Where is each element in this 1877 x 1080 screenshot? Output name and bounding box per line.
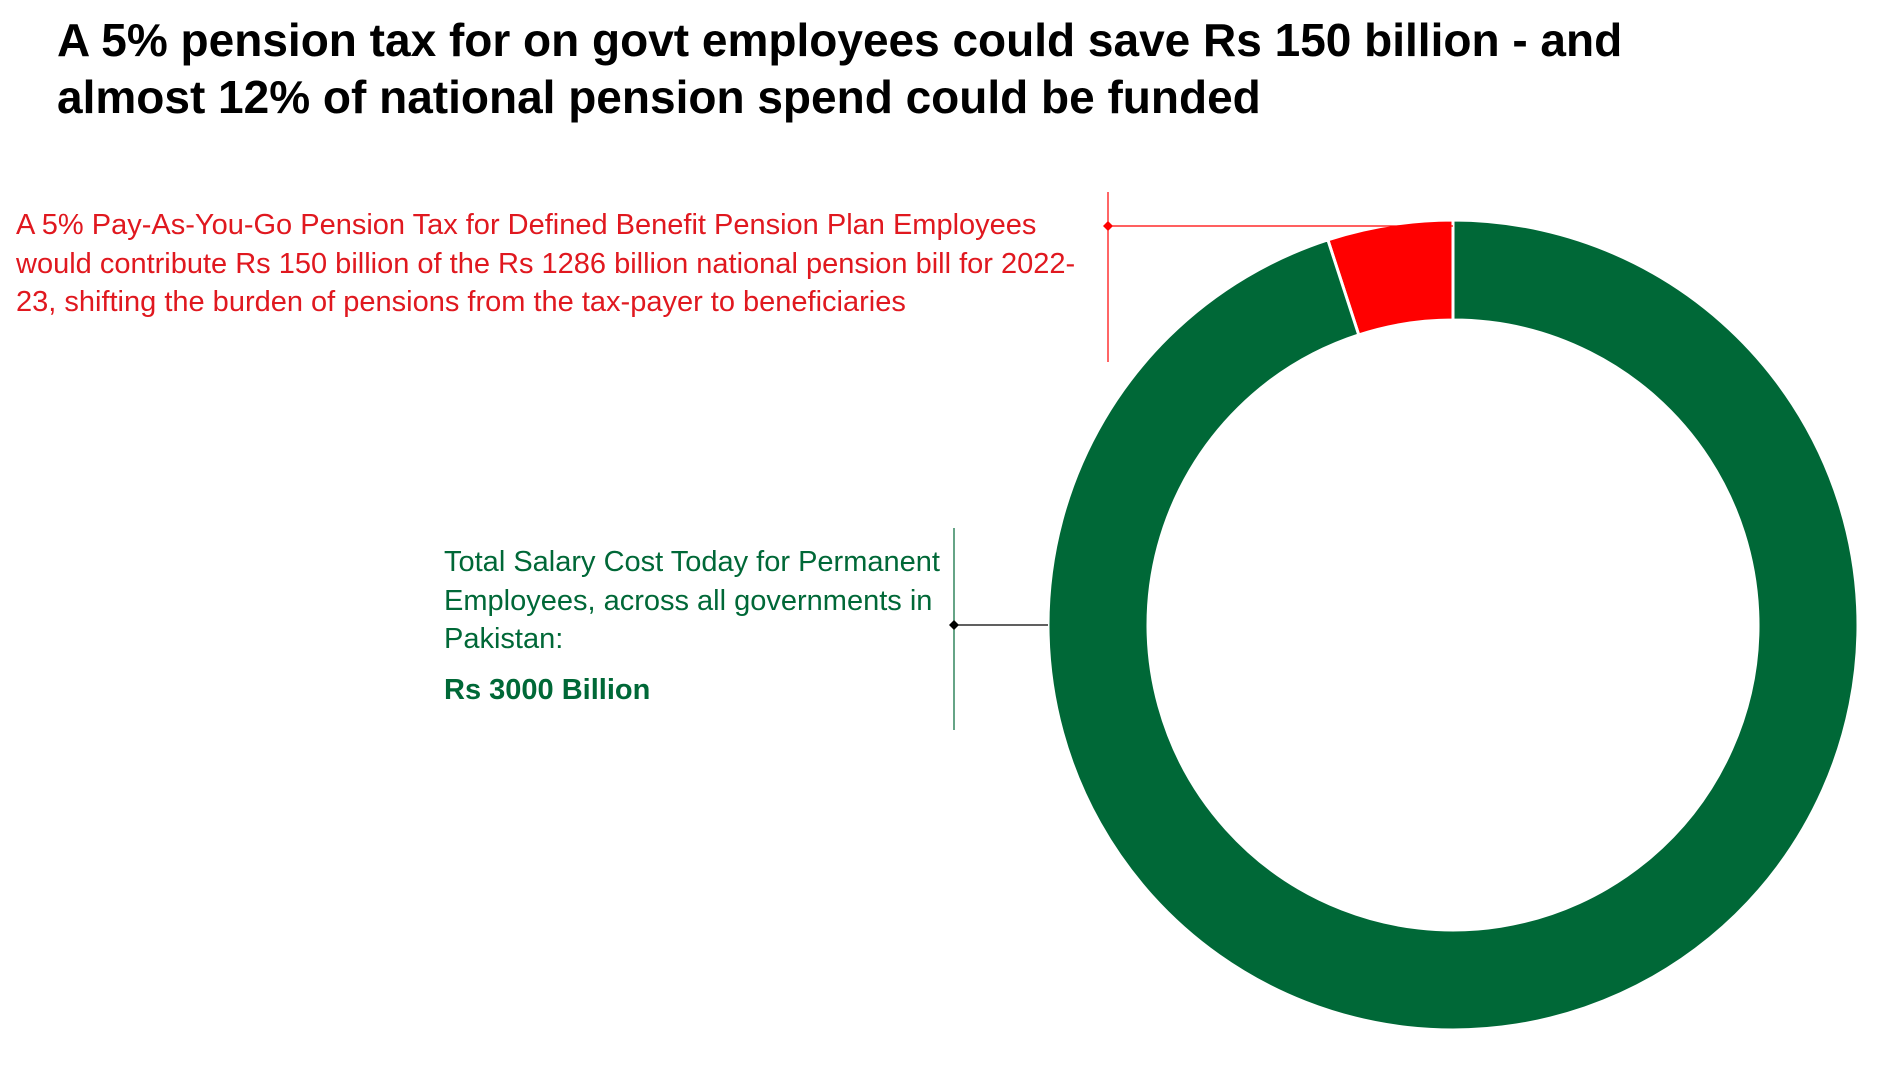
salary-cost-annotation: Total Salary Cost Today for Permanent Em… [444, 543, 944, 709]
salary-cost-leader-dot [949, 620, 959, 630]
chart-title: A 5% pension tax for on govt employees c… [57, 14, 1623, 123]
salary-cost-label: Total Salary Cost Today for Permanent Em… [444, 546, 940, 655]
donut-slice-salary-cost [1046, 218, 1860, 1032]
pension-tax-leader-dot [1103, 221, 1113, 231]
pension-tax-annotation: A 5% Pay-As-You-Go Pension Tax for Defin… [16, 209, 1076, 318]
salary-cost-value: Rs 3000 Billion [444, 673, 651, 706]
